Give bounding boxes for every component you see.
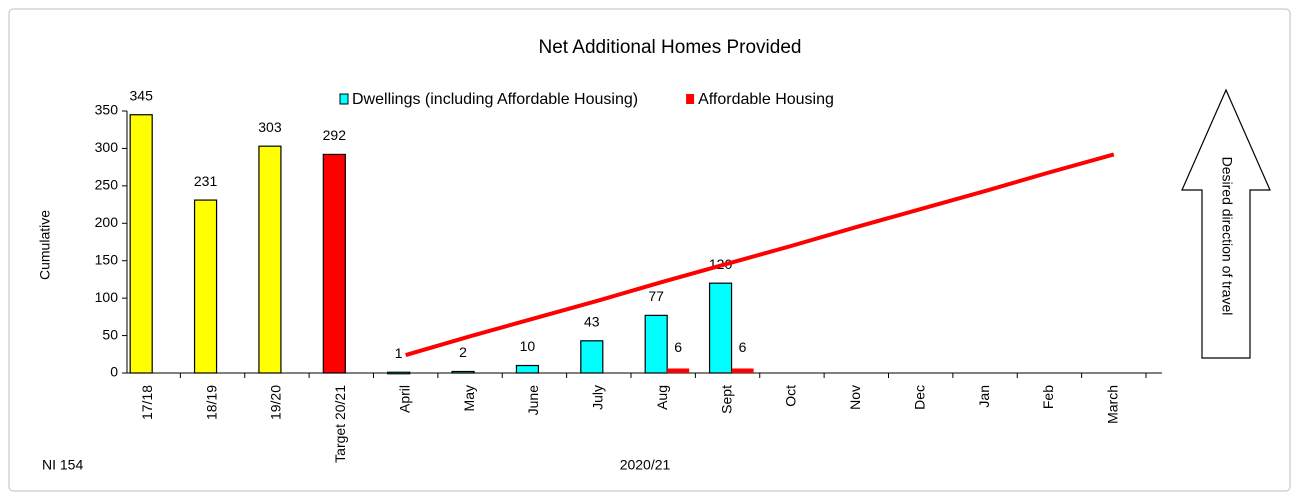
bar xyxy=(644,314,668,374)
data-label: 292 xyxy=(323,127,347,143)
data-label: 43 xyxy=(584,314,600,330)
y-tick-label: 200 xyxy=(95,214,119,230)
bar xyxy=(387,371,411,375)
x-tick-label: 17/18 xyxy=(139,385,155,420)
arrow-text: Desired direction of travel xyxy=(1219,157,1235,316)
y-tick-label: 0 xyxy=(110,364,118,380)
x-tick-label: May xyxy=(461,385,477,411)
x-tick-label: Feb xyxy=(1040,385,1056,409)
x-tick-label: Target 20/21 xyxy=(332,385,348,463)
data-label: 2 xyxy=(459,344,467,360)
bar xyxy=(667,368,690,373)
x-tick-label: Aug xyxy=(654,385,670,410)
bar xyxy=(580,340,604,374)
y-tick-label: 300 xyxy=(95,139,119,155)
data-label: 303 xyxy=(258,119,282,135)
data-label: 231 xyxy=(194,173,218,189)
bar xyxy=(515,364,540,374)
x-tick-label: Nov xyxy=(847,385,863,410)
x-tick-label: March xyxy=(1105,385,1121,424)
legend-swatch xyxy=(686,94,695,104)
y-tick-label: 350 xyxy=(95,102,119,118)
x-tick-label: 18/19 xyxy=(203,385,219,420)
chart-title: Net Additional Homes Provided xyxy=(539,37,802,58)
x-tick-label: Oct xyxy=(783,385,799,407)
bar xyxy=(708,282,733,374)
bar xyxy=(193,199,218,374)
x-tick-label: July xyxy=(590,385,606,410)
legend-swatch xyxy=(339,93,349,105)
y-tick-label: 100 xyxy=(95,289,119,305)
y-tick-label: 50 xyxy=(102,326,118,342)
bar xyxy=(129,114,153,374)
x-tick-label: Dec xyxy=(911,385,927,410)
legend-label: Dwellings (including Affordable Housing) xyxy=(352,91,638,108)
bar xyxy=(451,370,475,374)
y-axis-label: Cumulative xyxy=(37,210,53,280)
data-label: 345 xyxy=(130,87,154,103)
bar xyxy=(731,368,754,373)
footnote: NI 154 xyxy=(42,457,83,473)
x-tick-label: Jan xyxy=(976,385,992,408)
bar xyxy=(322,153,346,374)
x-axis-label: 2020/21 xyxy=(620,457,671,473)
x-tick-label: Sept xyxy=(718,385,734,414)
y-tick-label: 150 xyxy=(95,251,119,267)
data-label: 10 xyxy=(520,338,536,354)
bar xyxy=(258,145,282,374)
data-label: 77 xyxy=(648,288,664,304)
y-tick-label: 250 xyxy=(95,177,119,193)
direction-arrow xyxy=(1181,88,1271,359)
data-label: 1 xyxy=(395,345,403,361)
target-line xyxy=(405,152,1115,357)
x-tick-label: April xyxy=(396,385,412,413)
legend-label: Affordable Housing xyxy=(698,91,834,108)
data-label: 6 xyxy=(674,339,682,355)
data-label: 6 xyxy=(739,339,747,355)
x-tick-label: 19/20 xyxy=(268,385,284,420)
x-tick-label: June xyxy=(525,385,541,416)
